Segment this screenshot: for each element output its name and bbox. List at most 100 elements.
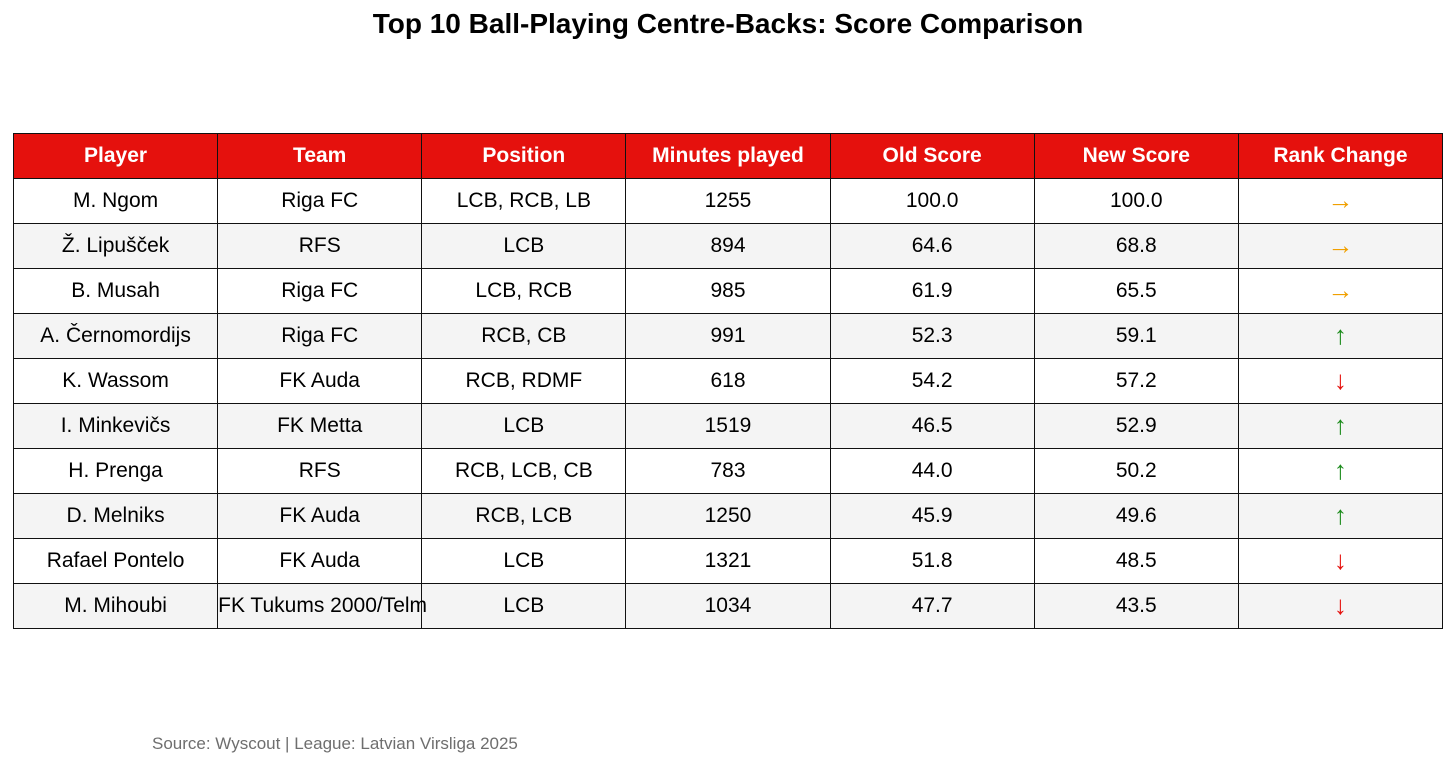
new-score-cell: 43.5 xyxy=(1033,583,1239,629)
arrow-down-icon: ↓ xyxy=(1333,544,1347,575)
team-cell: FK Metta xyxy=(217,403,423,449)
arrow-right-icon: → xyxy=(1327,274,1354,305)
minutes-cell: 618 xyxy=(625,358,831,404)
player-cell: I. Minkevičs xyxy=(12,403,219,449)
team-cell: RFS xyxy=(217,223,423,269)
position-cell: LCB xyxy=(421,538,627,584)
table-row: B. Musah Riga FC LCB, RCB 985 61.9 65.5 → xyxy=(12,268,1444,314)
old-score-cell: 52.3 xyxy=(829,313,1035,359)
minutes-cell: 1321 xyxy=(625,538,831,584)
old-score-cell: 51.8 xyxy=(829,538,1035,584)
rank-change-cell: ↓ xyxy=(1237,538,1444,584)
old-score-cell: 47.7 xyxy=(829,583,1035,629)
column-header-rank-change: Rank Change xyxy=(1237,133,1444,179)
new-score-cell: 57.2 xyxy=(1033,358,1239,404)
column-header-new-score: New Score xyxy=(1033,133,1239,179)
team-cell: Riga FC xyxy=(217,313,423,359)
position-cell: LCB, RCB xyxy=(421,268,627,314)
new-score-cell: 48.5 xyxy=(1033,538,1239,584)
team-cell: FK Tukums 2000/Telm xyxy=(217,583,427,629)
minutes-cell: 1250 xyxy=(625,493,831,539)
old-score-cell: 46.5 xyxy=(829,403,1035,449)
arrow-down-icon: ↓ xyxy=(1333,589,1347,620)
rank-change-cell: ↑ xyxy=(1237,313,1444,359)
old-score-cell: 64.6 xyxy=(829,223,1035,269)
chart-title: Top 10 Ball-Playing Centre-Backs: Score … xyxy=(372,8,1084,39)
position-cell: LCB, RCB, LB xyxy=(421,178,627,224)
rank-change-cell: → xyxy=(1237,223,1444,269)
table-row: M. Mihoubi FK Tukums 2000/Telm LCB 1034 47.7… xyxy=(12,583,1444,629)
new-score-cell: 49.6 xyxy=(1033,493,1239,539)
table-row: Rafael Pontelo FK Auda LCB 1321 51.8 48.5 ↓ xyxy=(12,538,1444,584)
position-cell: LCB xyxy=(421,583,627,629)
arrow-right-icon: → xyxy=(1327,229,1354,260)
arrow-up-icon: ↑ xyxy=(1333,319,1347,350)
player-cell: H. Prenga xyxy=(12,448,219,494)
old-score-cell: 100.0 xyxy=(829,178,1035,224)
minutes-cell: 894 xyxy=(625,223,831,269)
column-header-team: Team xyxy=(217,133,423,179)
old-score-cell: 44.0 xyxy=(829,448,1035,494)
table-body: M. Ngom Riga FC LCB, RCB, LB 1255 100.0 100.0… xyxy=(12,178,1444,629)
rank-change-cell: ↓ xyxy=(1237,358,1444,404)
column-header-old-score: Old Score xyxy=(829,133,1035,179)
minutes-cell: 1519 xyxy=(625,403,831,449)
source-note: Source: Wyscout | League: Latvian Virsli… xyxy=(152,734,518,753)
column-header-minutes-played: Minutes played xyxy=(625,133,831,179)
new-score-cell: 68.8 xyxy=(1033,223,1239,269)
rank-change-cell: → xyxy=(1237,268,1444,314)
new-score-cell: 52.9 xyxy=(1033,403,1239,449)
old-score-cell: 61.9 xyxy=(829,268,1035,314)
player-cell: M. Mihoubi xyxy=(12,583,219,629)
table-row: D. Melniks FK Auda RCB, LCB 1250 45.9 49.6 ↑ xyxy=(12,493,1444,539)
team-cell: FK Auda xyxy=(217,358,423,404)
rank-change-cell: → xyxy=(1237,178,1444,224)
column-header-position: Position xyxy=(421,133,627,179)
table-row: M. Ngom Riga FC LCB, RCB, LB 1255 100.0 100.0… xyxy=(12,178,1444,224)
minutes-cell: 991 xyxy=(625,313,831,359)
arrow-up-icon: ↑ xyxy=(1333,454,1347,485)
old-score-cell: 54.2 xyxy=(829,358,1035,404)
minutes-cell: 985 xyxy=(625,268,831,314)
minutes-cell: 1255 xyxy=(625,178,831,224)
table-row: I. Minkevičs FK Metta LCB 1519 46.5 52.9 ↑ xyxy=(12,403,1444,449)
rank-change-cell: ↑ xyxy=(1237,403,1444,449)
rank-change-cell: ↑ xyxy=(1237,448,1444,494)
minutes-cell: 1034 xyxy=(625,583,831,629)
position-cell: RCB, CB xyxy=(421,313,627,359)
table-row: K. Wassom FK Auda RCB, RDMF 618 54.2 57.2 ↓ xyxy=(12,358,1444,404)
new-score-cell: 50.2 xyxy=(1033,448,1239,494)
player-cell: Ž. Lipušček xyxy=(12,223,219,269)
minutes-cell: 783 xyxy=(625,448,831,494)
position-cell: RCB, RDMF xyxy=(421,358,627,404)
column-header-player: Player xyxy=(12,133,219,179)
position-cell: LCB xyxy=(421,223,627,269)
arrow-down-icon: ↓ xyxy=(1333,364,1347,395)
position-cell: LCB xyxy=(421,403,627,449)
arrow-up-icon: ↑ xyxy=(1333,499,1347,530)
player-cell: K. Wassom xyxy=(12,358,219,404)
rank-change-cell: ↑ xyxy=(1237,493,1444,539)
position-cell: RCB, LCB, CB xyxy=(421,448,627,494)
score-table: Player Team Position Minutes played Old Scor… xyxy=(12,133,1444,629)
table-header-row: Player Team Position Minutes played Old Scor… xyxy=(12,133,1444,179)
player-cell: B. Musah xyxy=(12,268,219,314)
team-cell: RFS xyxy=(217,448,423,494)
player-cell: Rafael Pontelo xyxy=(12,538,219,584)
arrow-up-icon: ↑ xyxy=(1333,409,1347,440)
player-cell: A. Černomordijs xyxy=(12,313,219,359)
new-score-cell: 65.5 xyxy=(1033,268,1239,314)
position-cell: RCB, LCB xyxy=(421,493,627,539)
table-row: H. Prenga RFS RCB, LCB, CB 783 44.0 50.2 ↑ xyxy=(12,448,1444,494)
team-cell: Riga FC xyxy=(217,268,423,314)
table-row: Ž. Lipušček RFS LCB 894 64.6 68.8 → xyxy=(12,223,1444,269)
team-cell: FK Auda xyxy=(217,538,423,584)
old-score-cell: 45.9 xyxy=(829,493,1035,539)
arrow-right-icon: → xyxy=(1327,184,1354,215)
team-cell: FK Auda xyxy=(217,493,423,539)
table-row: A. Černomordijs Riga FC RCB, CB 991 52.3 59.1… xyxy=(12,313,1444,359)
new-score-cell: 100.0 xyxy=(1033,178,1239,224)
rank-change-cell: ↓ xyxy=(1237,583,1444,629)
team-cell: Riga FC xyxy=(217,178,423,224)
